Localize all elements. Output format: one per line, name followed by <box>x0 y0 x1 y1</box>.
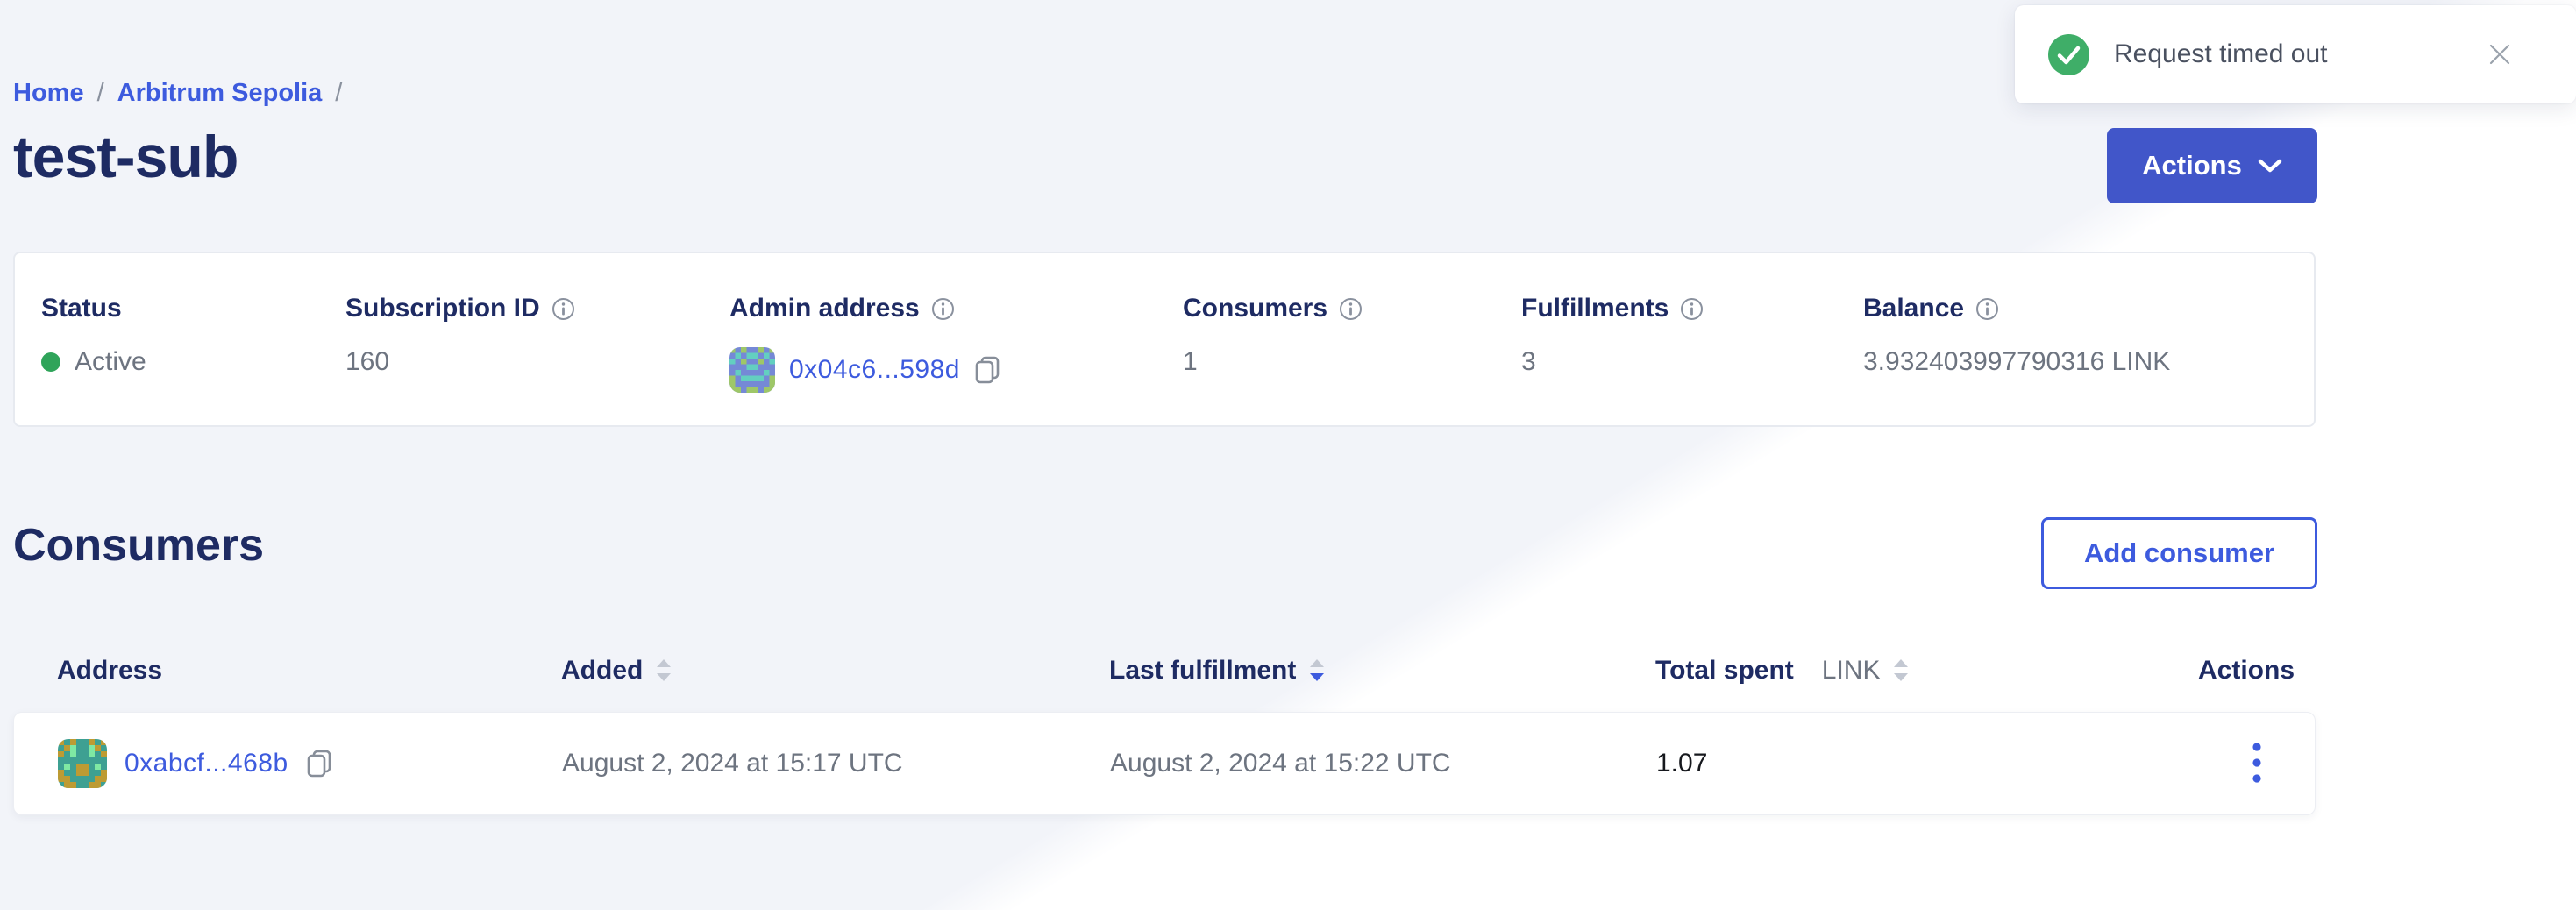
status-value: Active <box>75 347 146 376</box>
success-check-icon <box>2048 33 2089 75</box>
column-header-label: Total spent <box>1655 656 1794 685</box>
status-dot-icon <box>41 352 60 372</box>
column-header-label: Added <box>561 656 644 685</box>
add-consumer-button[interactable]: Add consumer <box>2040 517 2317 589</box>
info-icon[interactable] <box>1975 297 1999 321</box>
field-label: Fulfillments <box>1521 294 1669 323</box>
toast-message: Request timed out <box>2114 39 2328 68</box>
toast-close-button[interactable] <box>2485 39 2515 69</box>
column-header-label: Address <box>57 656 163 685</box>
sort-icon[interactable] <box>655 658 672 684</box>
subscription-id-value: 160 <box>345 347 390 376</box>
field-label: Subscription ID <box>345 294 540 323</box>
field-label: Admin address <box>729 294 920 323</box>
info-icon[interactable] <box>551 297 575 321</box>
field-label: Status <box>41 294 122 323</box>
consumer-address-link[interactable]: 0xabcf...468b <box>125 749 288 778</box>
column-header-actions: Actions <box>2198 656 2317 686</box>
breadcrumb-link-home[interactable]: Home <box>13 79 84 107</box>
chevron-down-icon <box>2258 158 2282 174</box>
identicon-avatar <box>729 347 775 393</box>
page-title: test-sub <box>13 124 238 190</box>
actions-button-label: Actions <box>2142 150 2242 181</box>
info-icon[interactable] <box>1339 297 1363 321</box>
close-icon <box>2488 43 2511 66</box>
breadcrumb-separator: / <box>335 79 343 107</box>
balance-value: 3.932403997790316 LINK <box>1863 347 2171 376</box>
sort-icon-desc-active[interactable] <box>1308 658 1326 684</box>
table-header-row: Address Added Last fulfillment Total spe… <box>13 656 2317 686</box>
summary-field-consumers: Consumers 1 <box>1183 294 1521 425</box>
sort-icon[interactable] <box>1892 658 1910 684</box>
summary-field-admin-address: Admin address <box>729 294 1183 425</box>
toast-notification: Request timed out <box>2015 5 2576 103</box>
main-content: Home / Arbitrum Sepolia / test-sub Actio… <box>13 0 2317 910</box>
field-label: Balance <box>1863 294 1965 323</box>
consumer-table-row: 0xabcf...468b August 2, 2024 at 15:17 UT… <box>13 712 2316 815</box>
copy-icon[interactable] <box>306 749 332 778</box>
breadcrumb-link-network[interactable]: Arbitrum Sepolia <box>117 79 323 107</box>
field-label: Consumers <box>1183 294 1328 323</box>
admin-address-link[interactable]: 0x04c6...598d <box>789 355 960 384</box>
column-header-label: Last fulfillment <box>1109 656 1297 685</box>
consumer-last-fulfillment-cell: August 2, 2024 at 15:22 UTC <box>1110 749 1451 778</box>
consumer-address-cell: 0xabcf...468b <box>58 739 562 788</box>
column-header-unit: LINK <box>1821 656 1881 685</box>
info-icon[interactable] <box>1680 297 1704 321</box>
copy-icon[interactable] <box>974 355 1000 385</box>
column-header-total-spent[interactable]: Total spent LINK <box>1655 656 2198 686</box>
breadcrumb-separator: / <box>96 79 104 107</box>
info-icon[interactable] <box>931 297 955 321</box>
summary-field-status: Status Active <box>41 294 345 425</box>
kebab-icon <box>2252 742 2262 784</box>
row-actions-kebab-menu[interactable] <box>2239 736 2274 792</box>
column-header-label: Actions <box>2198 656 2295 685</box>
subscription-summary-card: Status Active Subscription ID 160 Admin … <box>13 252 2316 427</box>
summary-field-subscription-id: Subscription ID 160 <box>345 294 729 425</box>
breadcrumb: Home / Arbitrum Sepolia / <box>13 79 342 108</box>
column-header-last-fulfillment[interactable]: Last fulfillment <box>1109 656 1655 686</box>
consumer-total-spent-cell: 1.07 <box>1656 749 1708 778</box>
fulfillments-count: 3 <box>1521 347 1536 376</box>
summary-field-fulfillments: Fulfillments 3 <box>1521 294 1863 425</box>
consumer-added-cell: August 2, 2024 at 15:17 UTC <box>562 749 903 778</box>
actions-button[interactable]: Actions <box>2107 128 2317 203</box>
consumers-count: 1 <box>1183 347 1198 376</box>
summary-field-balance: Balance 3.932403997790316 LINK <box>1863 294 2314 425</box>
column-header-added[interactable]: Added <box>561 656 1109 686</box>
column-header-address: Address <box>57 656 561 686</box>
consumers-heading: Consumers <box>13 520 265 571</box>
identicon-avatar <box>58 739 107 788</box>
